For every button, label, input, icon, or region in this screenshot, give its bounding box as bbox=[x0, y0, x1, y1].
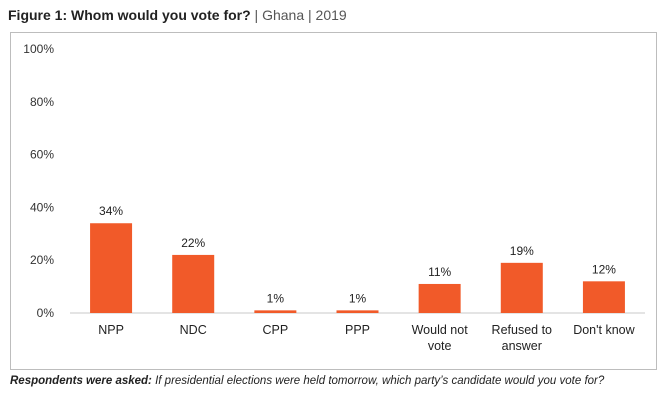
category-label: NDC bbox=[180, 323, 207, 337]
chart-frame bbox=[10, 32, 657, 370]
data-label: 1% bbox=[267, 291, 285, 305]
data-label: 1% bbox=[349, 291, 367, 305]
y-tick-label: 20% bbox=[30, 253, 54, 267]
y-tick-label: 80% bbox=[30, 95, 54, 109]
data-label: 19% bbox=[510, 244, 534, 258]
category-label: Would not bbox=[412, 323, 469, 337]
data-label: 22% bbox=[181, 236, 205, 250]
bar bbox=[418, 283, 461, 313]
y-tick-label: 60% bbox=[30, 148, 54, 162]
y-tick-label: 100% bbox=[23, 42, 54, 56]
bar bbox=[336, 310, 379, 313]
title-separator: | bbox=[254, 7, 259, 23]
bar bbox=[90, 223, 133, 313]
bar bbox=[254, 310, 297, 313]
data-label: 12% bbox=[592, 262, 616, 276]
title-separator: | bbox=[308, 7, 312, 23]
title-country: Ghana bbox=[262, 7, 305, 23]
footnote-text: If presidential elections were held tomo… bbox=[155, 375, 605, 387]
category-label: PPP bbox=[345, 323, 370, 337]
category-label: answer bbox=[502, 339, 542, 353]
category-label: NPP bbox=[98, 323, 124, 337]
figure-title: Figure 1: Whom would you vote for? | Gha… bbox=[8, 7, 347, 23]
category-label: CPP bbox=[263, 323, 289, 337]
data-label: 34% bbox=[99, 204, 123, 218]
footnote: Respondents were asked: If presidential … bbox=[10, 374, 650, 389]
y-tick-label: 40% bbox=[30, 200, 54, 214]
category-label: Refused to bbox=[492, 323, 553, 337]
category-label: Don't know bbox=[573, 323, 635, 337]
bar bbox=[582, 281, 625, 313]
data-label: 11% bbox=[428, 265, 451, 279]
category-label: vote bbox=[428, 339, 452, 353]
bar bbox=[500, 262, 543, 313]
footnote-lead: Respondents were asked: bbox=[10, 375, 152, 387]
y-tick-label: 0% bbox=[37, 306, 55, 320]
title-year: 2019 bbox=[315, 7, 347, 23]
bar bbox=[172, 254, 215, 313]
figure-title-main: Figure 1: Whom would you vote for? bbox=[8, 7, 251, 23]
